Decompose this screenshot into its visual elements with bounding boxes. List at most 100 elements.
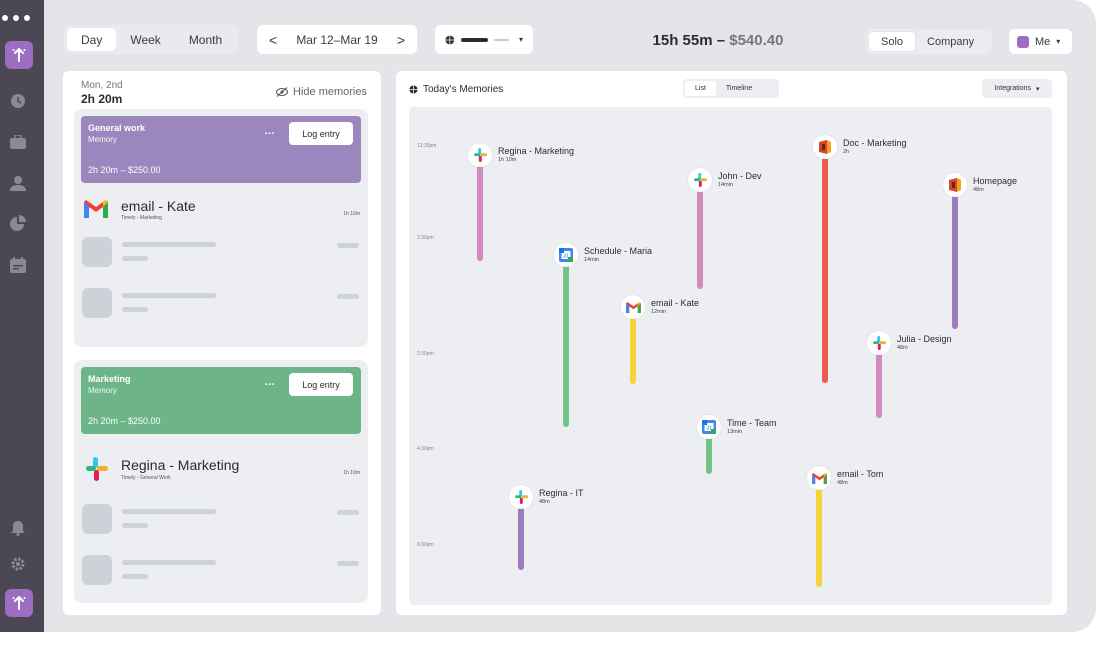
day-summary-panel: Mon, 2nd 2h 20m Hide memories General wo…	[63, 71, 381, 615]
slack-icon[interactable]	[468, 143, 492, 167]
event-bar[interactable]	[563, 265, 569, 427]
time-label: 6:30pm	[417, 542, 434, 548]
slack-icon[interactable]	[688, 168, 712, 192]
event-name: Schedule - Maria	[584, 246, 653, 256]
close-dot[interactable]	[2, 15, 8, 21]
event-bar[interactable]	[706, 437, 712, 474]
doc-icon[interactable]	[813, 135, 837, 159]
event-duration: 48m	[973, 187, 984, 193]
hide-memories-button[interactable]: Hide memories	[276, 86, 367, 98]
event-bar[interactable]	[822, 157, 828, 383]
memory-title: Marketing	[88, 374, 131, 384]
gmail-icon[interactable]	[621, 295, 645, 319]
memory-card: General work Memory 2h 20m – $250.00 … L…	[74, 109, 368, 347]
logo-icon[interactable]	[5, 41, 33, 69]
log-entry-button[interactable]: Log entry	[289, 373, 353, 396]
slack-icon	[84, 457, 108, 481]
more-options-icon[interactable]: …	[264, 376, 276, 388]
tab-list[interactable]: List	[685, 81, 716, 96]
total-separator: –	[712, 32, 730, 49]
event-name: Homepage	[973, 176, 1018, 186]
tab-solo[interactable]: Solo	[869, 32, 916, 51]
placeholder-avatar	[82, 504, 112, 534]
slack-icon[interactable]	[509, 485, 533, 509]
event-duration: 2h	[843, 149, 850, 155]
logo-icon[interactable]	[5, 589, 33, 617]
event-bar[interactable]	[876, 353, 882, 418]
event-duration: 1h 10m	[498, 157, 517, 163]
placeholder-line	[337, 510, 359, 515]
event-duration: 12min	[651, 309, 666, 315]
event-name: email - Tom	[837, 469, 884, 479]
event-bar[interactable]	[477, 165, 483, 261]
time-label: 2:30pm	[417, 351, 434, 357]
total-time: 15h 55m	[652, 32, 713, 49]
event-duration: 48m	[837, 480, 848, 486]
memory-title: General work	[88, 123, 146, 133]
prev-arrow-icon[interactable]: <	[269, 31, 278, 48]
maximize-dot[interactable]	[24, 15, 30, 21]
memory-header[interactable]: Marketing Memory 2h 20m – $250.00 … Log …	[81, 367, 361, 434]
gear-icon[interactable]	[9, 555, 27, 573]
event-bar[interactable]	[630, 317, 636, 384]
hide-memories-label: Hide memories	[293, 86, 367, 98]
memory-header[interactable]: General work Memory 2h 20m – $250.00 … L…	[81, 116, 361, 183]
total-tracked: 15h 55m – $540.40	[600, 32, 836, 49]
gmail-icon[interactable]	[807, 466, 831, 490]
memories-panel: Today's Memories List Timeline Integrati…	[396, 71, 1067, 615]
tab-week[interactable]: Week	[130, 32, 161, 47]
day-date: Mon, 2nd	[81, 80, 123, 91]
event-bar[interactable]	[816, 488, 822, 587]
minimize-dot[interactable]	[13, 15, 19, 21]
memory-amount: 2h 20m – $250.00	[88, 165, 161, 175]
globe-icon	[409, 85, 418, 94]
svg-text:31: 31	[706, 426, 712, 432]
tab-timeline[interactable]: Timeline	[725, 85, 753, 92]
date-range: Mar 12–Mar 19	[296, 32, 378, 47]
more-options-icon[interactable]: …	[264, 125, 276, 137]
placeholder-line	[122, 256, 148, 261]
event-bar[interactable]	[952, 195, 958, 329]
event-bar[interactable]	[518, 507, 524, 570]
sidebar-rail	[0, 0, 44, 632]
placeholder-line	[122, 560, 216, 565]
next-arrow-icon[interactable]: >	[396, 31, 405, 48]
user-menu[interactable]: Me ▾	[1009, 29, 1072, 54]
integrations-label: Integrations	[994, 85, 1032, 92]
globe-icon	[445, 35, 455, 44]
project-filter-dropdown[interactable]: ▾	[435, 25, 533, 54]
event-name: Regina - Marketing	[498, 146, 575, 156]
tab-day[interactable]: Day	[67, 28, 117, 51]
slack-icon[interactable]	[867, 331, 891, 355]
placeholder-line	[122, 242, 216, 247]
event-name: Doc - Marketing	[843, 138, 907, 148]
calendar-icon[interactable]: 31	[554, 243, 578, 267]
tab-month[interactable]: Month	[188, 32, 223, 47]
placeholder-line	[122, 293, 216, 298]
event-duration: 13min	[727, 429, 742, 435]
entry-duration: 1h 10m	[343, 211, 360, 217]
log-entry-button[interactable]: Log entry	[289, 122, 353, 145]
memory-subtitle: Memory	[88, 386, 117, 395]
person-icon[interactable]	[9, 174, 27, 192]
entry-duration: 1h 10m	[343, 470, 360, 476]
calendar-icon[interactable]: 31	[697, 415, 721, 439]
briefcase-icon[interactable]	[9, 133, 27, 151]
filter-bar-secondary	[493, 38, 509, 41]
tab-company[interactable]: Company	[927, 35, 975, 48]
placeholder-line	[122, 574, 148, 579]
integrations-dropdown[interactable]: Integrations ▾	[982, 79, 1052, 98]
doc-icon[interactable]	[943, 173, 967, 197]
calendar-icon[interactable]	[9, 256, 27, 274]
placeholder-line	[337, 243, 359, 248]
placeholder-line	[122, 523, 148, 528]
event-duration: 48m	[539, 499, 550, 505]
entry-name: Regina - Marketing	[121, 457, 240, 473]
pie-chart-icon[interactable]	[9, 214, 27, 232]
placeholder-avatar	[82, 288, 112, 318]
clock-icon[interactable]	[9, 92, 27, 110]
event-bar[interactable]	[697, 190, 703, 289]
placeholder-line	[337, 561, 359, 566]
bell-icon[interactable]	[9, 519, 27, 537]
memory-subtitle: Memory	[88, 135, 117, 144]
